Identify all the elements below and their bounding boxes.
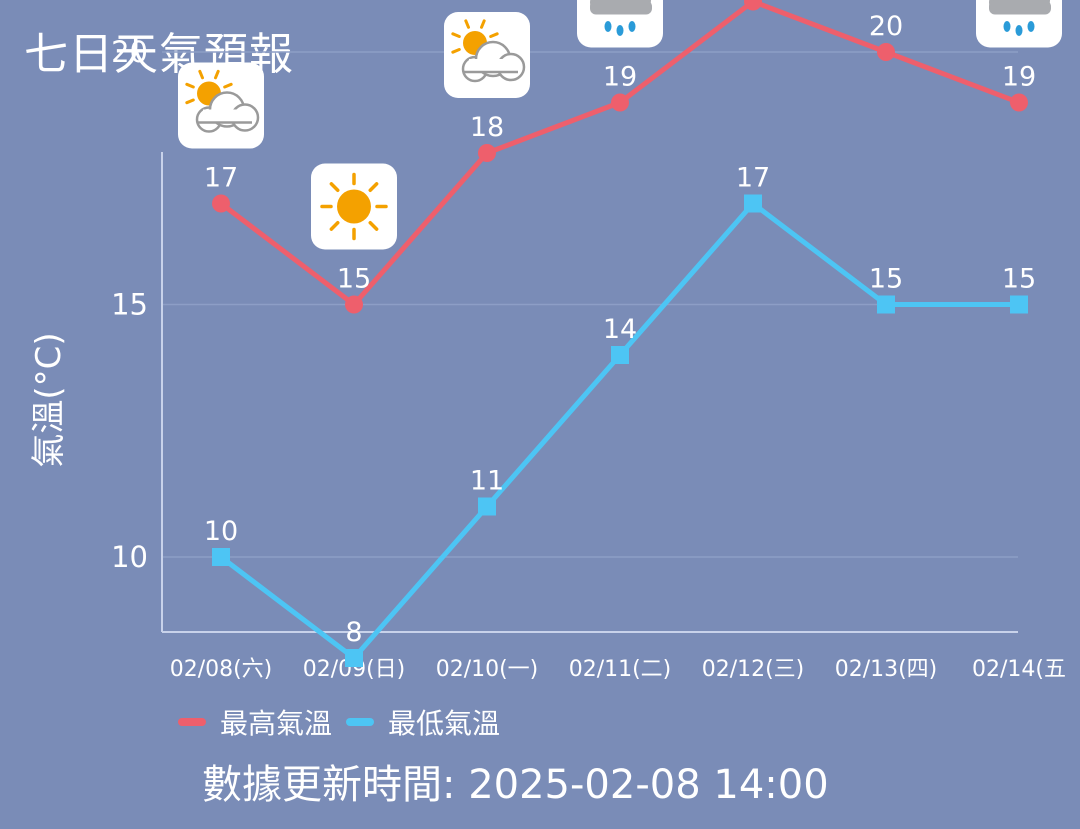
low-temp-point — [212, 548, 230, 566]
x-tick-label: 02/11(二) — [569, 657, 672, 682]
rain-drop — [604, 21, 612, 32]
partly-cloudy-icon — [178, 62, 264, 149]
partly-cloudy-icon — [444, 12, 530, 98]
high-temp-point — [611, 93, 629, 112]
temperature-chart: 10152025 02/08(六)02/09(日)02/10(一)02/11(二… — [29, 0, 1066, 682]
rain-icon — [976, 0, 1062, 48]
rain-drop — [1015, 25, 1023, 36]
low-temp-label: 10 — [204, 516, 238, 547]
low-temp-label: 15 — [869, 264, 903, 295]
x-tick-labels: 02/08(六) 02/09(日) 02/10(一) 02/11(二) 02/12(三)… — [170, 657, 1066, 682]
y-tick-label: 10 — [111, 540, 148, 574]
high-temp-label: 19 — [1002, 62, 1036, 93]
rain-drop — [1027, 21, 1035, 32]
low-temp-label: 14 — [603, 314, 637, 345]
legend: 最高氣溫 最低氣溫 — [178, 702, 514, 742]
sun-ray — [368, 182, 379, 192]
sun-ray — [329, 182, 340, 192]
sun-ray — [214, 69, 220, 80]
low-temp-label: 17 — [736, 163, 770, 194]
legend-label-low: 最低氣溫 — [388, 707, 501, 740]
y-tick-labels: 10152025 — [111, 35, 148, 574]
low-temp-point — [478, 497, 496, 516]
legend-swatch-high — [178, 718, 206, 726]
high-temp-point — [212, 194, 230, 213]
sun-ray — [489, 32, 499, 38]
high-temp-label: 18 — [470, 112, 504, 143]
x-tick-label: 02/10(一) — [436, 657, 539, 682]
low-temp-point — [611, 346, 629, 364]
low-temp-label: 11 — [470, 466, 504, 497]
sun-disc — [337, 189, 371, 224]
x-tick-label: 02/12(三) — [702, 657, 805, 682]
series-markers — [212, 0, 1028, 667]
sun-ray — [198, 69, 204, 80]
y-tick-label: 15 — [111, 288, 148, 322]
sun-ray — [223, 82, 233, 89]
cloud-fill — [203, 109, 243, 124]
low-temp-point — [744, 194, 762, 213]
sun-ray — [451, 32, 461, 38]
high-temp-point — [1010, 93, 1028, 112]
sun-ray — [368, 221, 379, 231]
low-temp-point — [877, 295, 895, 314]
legend-item-high[interactable]: 最高氣溫 — [178, 702, 332, 742]
rain-drop — [616, 25, 624, 36]
x-tick-label: 02/08(六) — [170, 657, 273, 682]
rain-drop — [628, 21, 636, 32]
legend-item-low[interactable]: 最低氣溫 — [346, 702, 500, 742]
high-temp-point — [877, 43, 895, 61]
high-temp-point — [478, 144, 496, 162]
high-temp-point — [345, 295, 363, 314]
low-temp-label: 8 — [345, 617, 362, 648]
sun-ray — [480, 19, 486, 29]
rain-icon — [577, 0, 663, 48]
high-temp-label: 17 — [204, 163, 238, 194]
sun-ray — [464, 19, 470, 29]
sunny-icon — [311, 163, 397, 250]
cloud-fill — [590, 0, 652, 15]
x-tick-label: 02/13(四) — [835, 657, 938, 682]
rain-drop — [1003, 21, 1011, 32]
low-temp-label: 15 — [1002, 264, 1036, 295]
sun-ray — [185, 82, 195, 89]
high-temp-point — [744, 0, 762, 11]
x-tick-label: 02/14(五 — [972, 657, 1066, 682]
sun-ray — [185, 98, 195, 105]
y-axis-title: 氣溫(°C) — [29, 332, 69, 467]
data-labels: 171518192120191081114171515 — [204, 11, 1036, 648]
y-tick-label: 20 — [111, 35, 148, 69]
y-axis-label: 氣溫(°C) — [29, 332, 69, 467]
sun-ray — [451, 48, 461, 54]
low-temp-point — [345, 649, 363, 667]
update-timestamp: 數據更新時間: 2025-02-08 14:00 — [202, 762, 829, 808]
grid — [162, 51, 1018, 558]
legend-label-high: 最高氣溫 — [220, 707, 333, 740]
cloud-fill — [469, 59, 509, 73]
cloud-fill — [989, 0, 1051, 15]
weather-icons — [178, 0, 1062, 250]
high-temp-label: 15 — [337, 264, 371, 295]
axes — [161, 152, 1018, 633]
high-temp-label: 19 — [603, 62, 637, 93]
high-temp-label: 20 — [869, 11, 903, 42]
sun-ray — [329, 221, 340, 231]
legend-swatch-low — [346, 718, 375, 726]
low-temp-point — [1010, 295, 1028, 314]
